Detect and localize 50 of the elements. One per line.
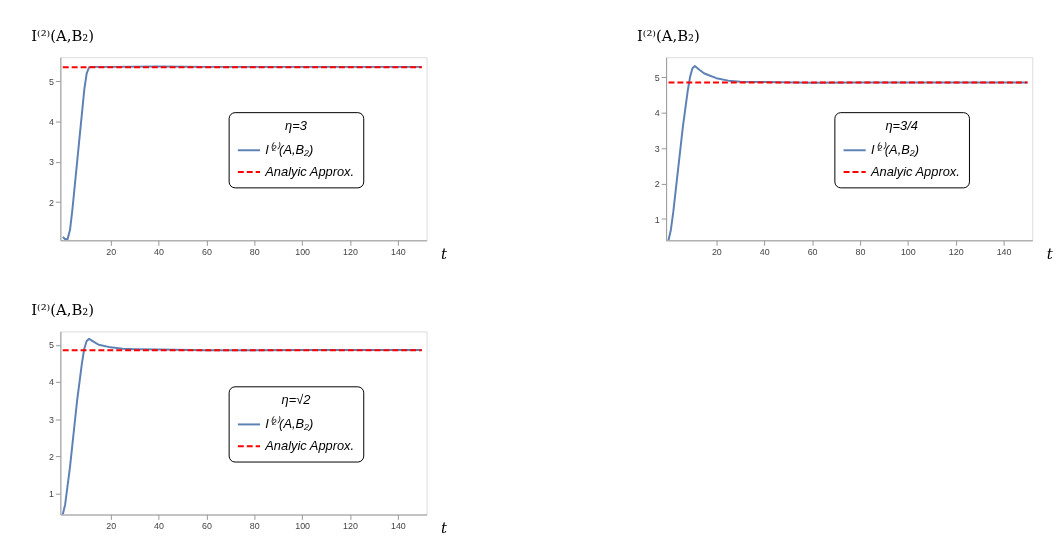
- x-tick-label: 100: [900, 246, 916, 257]
- legend-label: I⁽²⁾(A,B₂): [870, 142, 920, 158]
- x-tick-label: 120: [343, 246, 358, 257]
- y-axis-title: I⁽²⁾(A,B₂): [31, 26, 95, 44]
- x-tick-label: 60: [807, 246, 818, 257]
- x-tick-label: 120: [948, 246, 964, 257]
- y-tick-label: 2: [48, 451, 54, 462]
- x-axis-title: t: [440, 518, 447, 536]
- y-tick-label: 4: [48, 117, 54, 128]
- x-tick-label: 60: [201, 520, 212, 531]
- x-tick-label: 140: [390, 520, 406, 531]
- x-tick-label: 100: [295, 520, 311, 531]
- x-tick-label: 100: [295, 246, 311, 257]
- x-tick-label: 120: [343, 520, 358, 531]
- x-tick-label: 40: [154, 520, 164, 531]
- y-tick-label: 4: [48, 377, 54, 388]
- legend-label: I⁽²⁾(A,B₂): [265, 416, 314, 432]
- legend-label: I⁽²⁾(A,B₂): [265, 142, 314, 158]
- y-axis-title: I⁽²⁾(A,B₂): [31, 301, 95, 319]
- legend-title: η=3: [285, 117, 308, 133]
- y-tick-label: 2: [48, 197, 54, 208]
- x-tick-label: 140: [996, 246, 1012, 257]
- x-tick-label: 20: [711, 246, 722, 257]
- y-tick-label: 4: [654, 108, 660, 119]
- y-tick-label: 2: [654, 179, 660, 190]
- x-tick-label: 80: [855, 246, 866, 257]
- x-tick-label: 60: [201, 246, 212, 257]
- x-axis-title: t: [1046, 244, 1053, 262]
- x-tick-label: 140: [390, 246, 406, 257]
- y-tick-label: 5: [48, 340, 54, 351]
- x-axis-title: t: [440, 244, 447, 262]
- y-tick-label: 1: [48, 488, 54, 499]
- x-tick-label: 20: [106, 246, 117, 257]
- legend-title: η=√2: [281, 392, 311, 408]
- x-tick-label: 40: [154, 246, 164, 257]
- x-tick-label: 80: [249, 520, 260, 531]
- x-tick-label: 80: [249, 246, 260, 257]
- y-tick-label: 5: [654, 72, 660, 83]
- legend-title: η=3/4: [885, 117, 918, 133]
- x-tick-label: 20: [106, 520, 117, 531]
- y-tick-label: 3: [48, 157, 54, 168]
- legend-label: Analyic Approx.: [869, 163, 960, 179]
- y-tick-label: 3: [654, 143, 660, 154]
- y-tick-label: 3: [48, 414, 54, 425]
- y-tick-label: 1: [654, 214, 660, 225]
- x-tick-label: 40: [759, 246, 770, 257]
- y-tick-label: 5: [48, 76, 54, 87]
- y-axis-title: I⁽²⁾(A,B₂): [636, 26, 700, 44]
- legend-label: Analyic Approx.: [264, 163, 355, 179]
- legend-label: Analyic Approx.: [264, 438, 355, 454]
